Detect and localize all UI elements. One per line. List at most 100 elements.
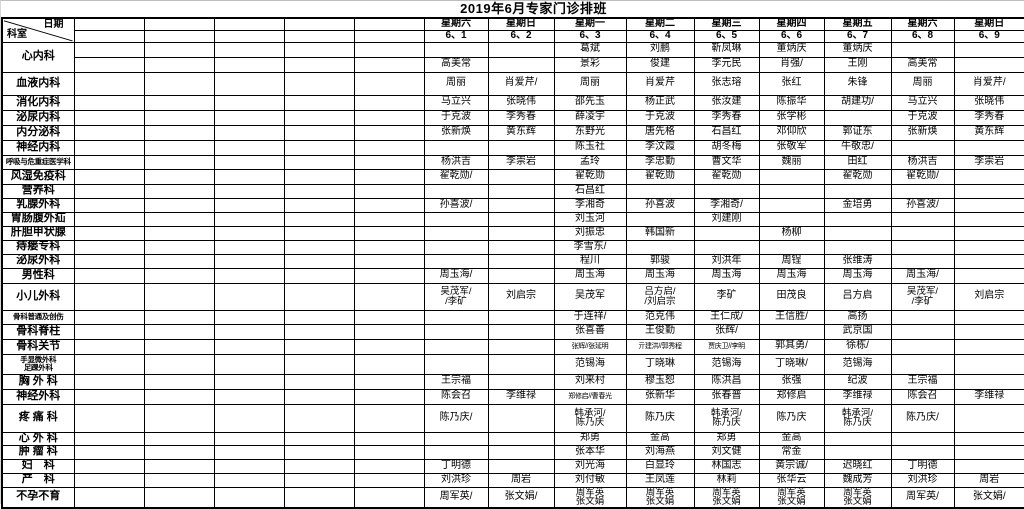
dept-label: 小儿外科 [1, 282, 75, 311]
schedule-cell: 陈乃庆 [625, 403, 695, 433]
schedule-cell: 陈玉社 [553, 139, 627, 156]
weekday-header: 星期日 [953, 17, 1024, 31]
schedule-cell: 迟晓红 [823, 458, 892, 474]
schedule-row: 乳腺外科 孙喜波/李湘奇 孙喜波 李湘奇/金培勇 孙喜波/ [1, 197, 1024, 213]
empty-cell [213, 197, 285, 213]
schedule-cell: 刘洪珍 [423, 472, 489, 488]
empty-cell [353, 282, 425, 311]
schedule-cell [890, 444, 955, 460]
dept-label: 肿 瘤 科 [1, 444, 75, 460]
empty-cell [353, 124, 425, 141]
empty-cell [143, 211, 215, 227]
empty-cell [143, 338, 215, 355]
empty-cell [143, 373, 215, 390]
schedule-cell: 周岩 [487, 472, 555, 488]
empty-cell [353, 183, 425, 199]
schedule-row: 营养科 石昌红 [1, 183, 1024, 199]
schedule-cell: 周军英/ [890, 486, 955, 509]
schedule-cell [487, 403, 555, 433]
schedule-cell [890, 225, 955, 241]
schedule-cell [953, 239, 1024, 255]
date-header: 6、9 [953, 29, 1024, 43]
schedule-cell: 李崇岩 [487, 154, 555, 170]
empty-cell [353, 353, 425, 375]
weekday-header: 星期日 [487, 17, 555, 31]
date-header: 6、8 [890, 29, 955, 43]
schedule-cell [823, 239, 892, 255]
empty-cell [73, 472, 145, 488]
dept-label: 产 科 [1, 472, 75, 488]
schedule-row: 泌尿内科 于克波 李秀春 薛凌宇 于克波 李秀春 张学彬 于克波 李秀春 [1, 109, 1024, 126]
empty-cell [213, 431, 285, 446]
schedule-cell: 于克波 [625, 109, 695, 126]
empty-cell [143, 56, 215, 73]
schedule-cell: 刘鹏 [625, 41, 695, 58]
schedule-cell: 黄东辉 [953, 124, 1024, 141]
empty-cell [283, 109, 355, 126]
schedule-row: 骨科关节 张辉//张延明 亓建洪//郭秀程 贾庆卫//李明 郭其勇/徐栋/ [1, 338, 1024, 355]
empty-cell [73, 139, 145, 156]
schedule-cell: 王凤莲 [625, 472, 695, 488]
empty-cell [143, 139, 215, 156]
schedule-cell: 吕方启/ /刘启宗 [625, 282, 695, 311]
schedule-cell: 陈会召 [423, 388, 489, 405]
empty-cell [283, 183, 355, 199]
empty-cell [353, 267, 425, 284]
empty-header-cell [283, 17, 355, 31]
schedule-cell: 吴茂军/ /李矿 [423, 282, 489, 311]
empty-header-cell [353, 29, 425, 43]
schedule-cell [487, 353, 555, 375]
schedule-cell: 黄东辉 [487, 124, 555, 141]
schedule-cell [890, 139, 955, 156]
empty-header-cell [213, 17, 285, 31]
schedule-cell: 郭骏 [625, 253, 695, 269]
schedule-cell: 翟乾勋 [553, 168, 627, 185]
date-header: 6、2 [487, 29, 555, 43]
schedule-row: 胸 外 科王宗福 刘来村 穆玉恕 陈洪昌 张强 纪波 王宗福 [1, 373, 1024, 390]
schedule-cell: 周军英 张文娟 [553, 486, 627, 509]
empty-header-cell [353, 17, 425, 31]
schedule-cell: 吴茂军/ /李矿 [890, 282, 955, 311]
schedule-cell: 刘洪年 [693, 253, 760, 269]
schedule-cell [423, 431, 489, 446]
empty-cell [213, 154, 285, 170]
schedule-cell: 陈乃庆/ [890, 403, 955, 433]
schedule-cell [487, 373, 555, 390]
empty-cell [73, 124, 145, 141]
empty-cell [73, 458, 145, 474]
schedule-row: 神经外科 陈会召 李维禄 郑修启//曹春光 张新华 张春普 郑修启 李维禄 陈会召 李维禄 [1, 388, 1024, 405]
schedule-cell [487, 56, 555, 73]
schedule-cell: 郭其勇/ [758, 338, 825, 355]
schedule-row: 妇 科丁明德 刘光海 白显玲 林国志 黄宗诚/迟晓红 丁明德 [1, 458, 1024, 474]
schedule-cell: 张辉/ [693, 323, 760, 340]
dept-label: 血液内科 [1, 71, 75, 96]
dept-label: 骨科脊柱 [1, 323, 75, 340]
corner-dept-label: 科室 [7, 29, 27, 40]
empty-cell [353, 71, 425, 96]
empty-header-cell [143, 17, 215, 31]
empty-header-cell [73, 29, 145, 43]
schedule-cell [953, 267, 1024, 284]
empty-cell [283, 267, 355, 284]
schedule-cell: 李秀春 [693, 109, 760, 126]
empty-cell [353, 239, 425, 255]
empty-cell [73, 309, 145, 325]
schedule-cell: 孙喜波/ [890, 197, 955, 213]
schedule-row: 呼吸与危重症医学科 杨洪吉 李崇岩 孟玲 李忠勤 曹文华 魏丽 田红 杨洪吉 李崇岩 [1, 154, 1024, 170]
schedule-cell: 孙喜波 [625, 197, 695, 213]
empty-cell [143, 323, 215, 340]
empty-cell [73, 94, 145, 111]
empty-cell [213, 444, 285, 460]
schedule-row: 肿 瘤 科 张本华 刘海燕 刘文健 常金 [1, 444, 1024, 460]
empty-cell [213, 388, 285, 405]
schedule-cell: 周军英 张文娟 [758, 486, 825, 509]
empty-cell [213, 323, 285, 340]
date-header: 6、4 [625, 29, 695, 43]
schedule-cell: 陈洪昌 [693, 373, 760, 390]
empty-cell [143, 444, 215, 460]
empty-cell [143, 239, 215, 255]
schedule-cell [890, 323, 955, 340]
empty-cell [213, 168, 285, 185]
empty-cell [213, 253, 285, 269]
dept-label: 胸 外 科 [1, 373, 75, 390]
